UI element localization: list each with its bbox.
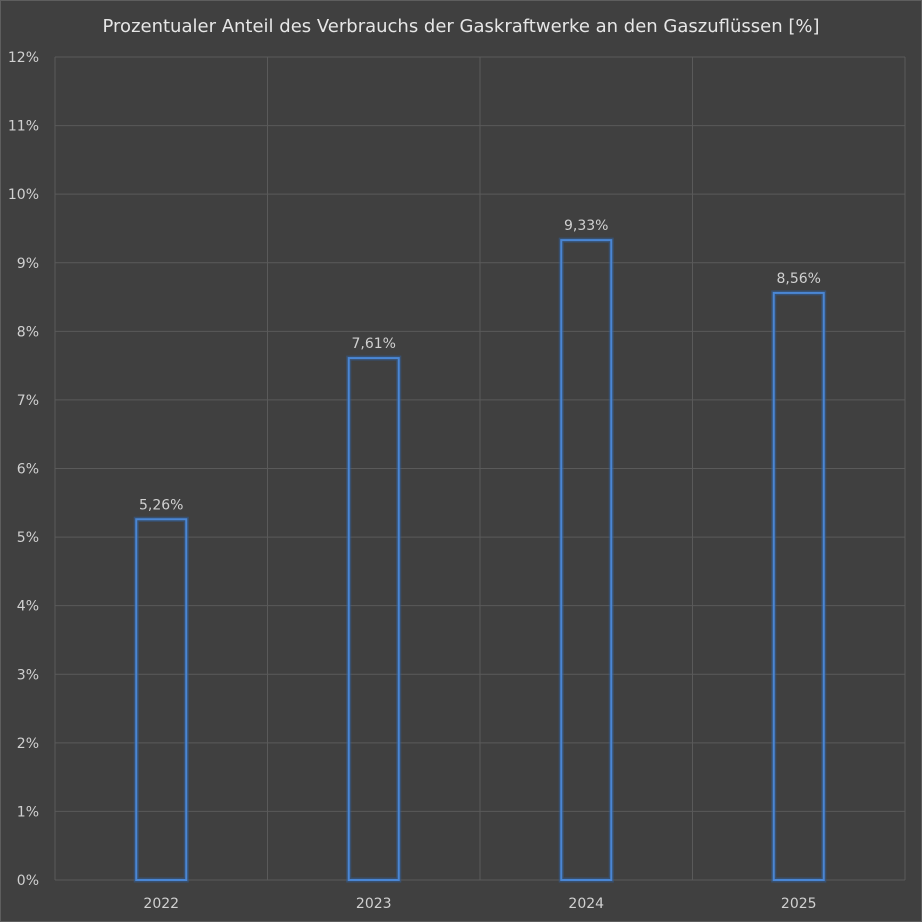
x-tick-label: 2023: [356, 896, 392, 912]
y-tick-label: 9%: [17, 256, 39, 272]
y-tick-label: 10%: [8, 187, 39, 203]
x-tick-label: 2024: [568, 896, 604, 912]
data-label: 7,61%: [352, 336, 396, 352]
data-label: 5,26%: [139, 497, 183, 513]
y-tick-label: 2%: [17, 736, 39, 752]
y-tick-label: 6%: [17, 462, 39, 478]
bar-2025: [772, 291, 825, 881]
data-label: 9,33%: [564, 218, 608, 234]
data-label: 8,56%: [777, 271, 821, 287]
y-axis: 0% 1% 2% 3% 4% 5% 6% 7% 8% 9% 10% 11% 12%: [8, 50, 39, 889]
y-tick-label: 3%: [17, 667, 39, 683]
bars: 5,26% 7,61% 9,33% 8,56%: [133, 218, 827, 883]
chart-title: Prozentualer Anteil des Verbrauchs der G…: [103, 16, 820, 37]
x-tick-label: 2025: [781, 896, 817, 912]
y-tick-label: 8%: [17, 324, 39, 340]
y-tick-label: 7%: [17, 393, 39, 409]
y-tick-label: 4%: [17, 599, 39, 615]
bar-2023: [347, 357, 400, 882]
x-axis: 2022 2023 2024 2025: [143, 896, 816, 912]
gridlines: [54, 56, 906, 881]
bar-2022: [135, 518, 188, 881]
y-tick-label: 5%: [17, 530, 39, 546]
y-tick-label: 11%: [8, 119, 39, 135]
x-tick-label: 2022: [143, 896, 179, 912]
y-tick-label: 12%: [8, 50, 39, 66]
y-tick-label: 1%: [17, 804, 39, 820]
y-tick-label: 0%: [17, 873, 39, 889]
bar-2024: [560, 239, 613, 881]
